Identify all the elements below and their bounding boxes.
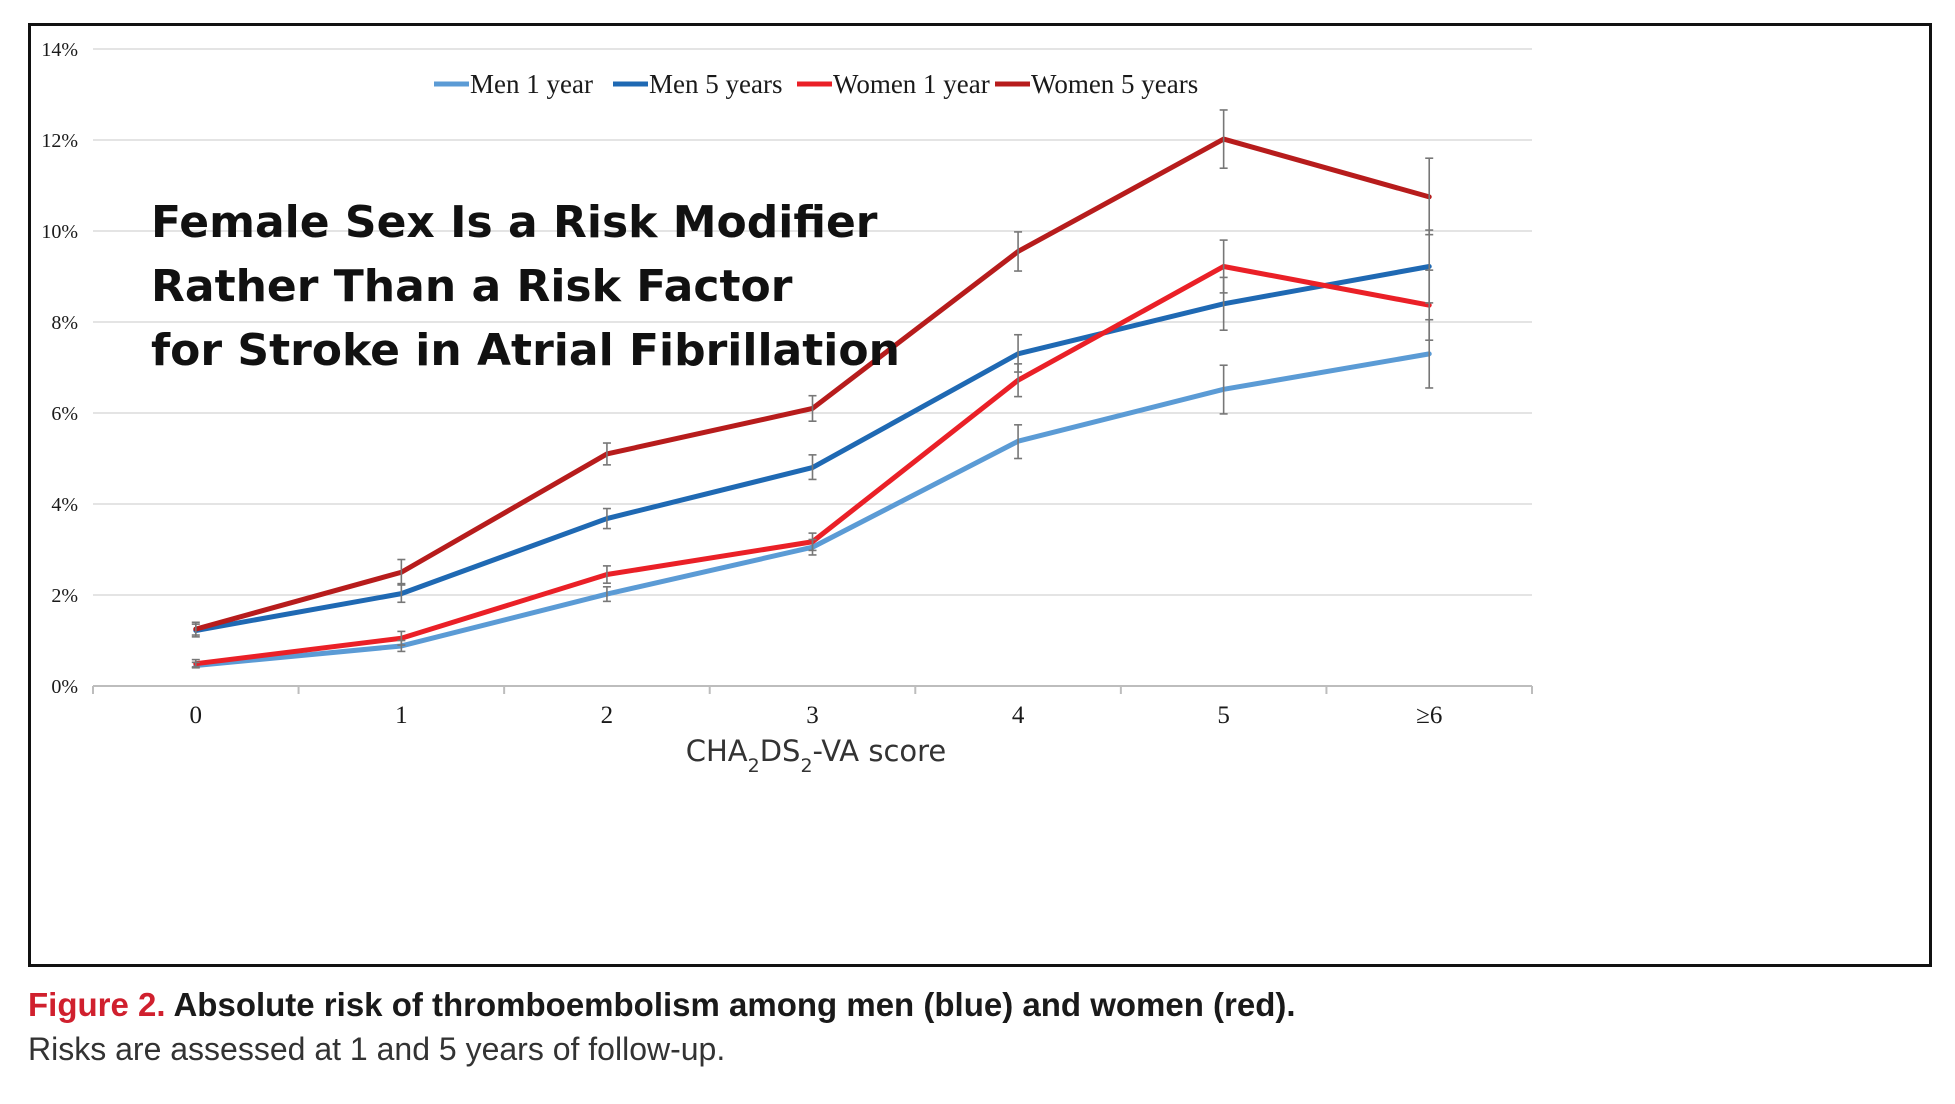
error-bar xyxy=(1219,364,1228,415)
error-bar xyxy=(397,630,406,646)
error-bar xyxy=(191,621,200,636)
error-bar xyxy=(397,584,406,604)
error-bar xyxy=(602,586,611,603)
overlay-title: Female Sex Is a Risk Modifier Rather Tha… xyxy=(151,191,951,383)
x-tick-label: 2 xyxy=(601,702,614,729)
legend-item-0: Men 1 year xyxy=(434,69,593,99)
chart-frame: 0% 2% 4% 6% 8% 10% 12% 14% 0 1 2 3 4 5 ≥6 Men 1 year Me… xyxy=(28,23,1932,967)
error-bar xyxy=(602,442,611,466)
error-bar xyxy=(808,394,817,422)
x-tick-label: ≥6 xyxy=(1416,702,1442,729)
error-bar xyxy=(1014,363,1023,398)
error-bar xyxy=(1219,239,1228,294)
error-bar xyxy=(1425,269,1434,342)
overlay-title-line-1: Female Sex Is a Risk Modifier xyxy=(151,197,878,248)
legend-item-1: Men 5 years xyxy=(613,69,782,99)
y-tick-label: 14% xyxy=(41,39,78,61)
overlay-title-line-3: for Stroke in Atrial Fibrillation xyxy=(151,325,900,376)
figure-label: Figure 2. xyxy=(28,986,166,1023)
error-bar xyxy=(1014,231,1023,272)
y-tick-label: 10% xyxy=(41,221,78,243)
line-chart: 0%2%4%6%8%10%12%14%0 1 2 3 4 5 ≥6 Men 1 year Me… xyxy=(41,39,1533,777)
error-bars xyxy=(191,109,1434,669)
error-bar xyxy=(602,507,611,530)
caption-text: Risks are assessed at 1 and 5 years of f… xyxy=(28,1031,726,1067)
x-tick-label: 3 xyxy=(806,702,819,729)
axes: 0% 2% 4% 6% 8% 10% 12% 14% 0 1 2 3 4 5 ≥6 xyxy=(41,39,1533,729)
y-tick-label: 6% xyxy=(51,403,78,425)
x-tick-label: 5 xyxy=(1217,702,1230,729)
legend-label: Men 5 years xyxy=(649,69,782,99)
x-tick-label: 4 xyxy=(1012,702,1025,729)
error-bar xyxy=(1014,424,1023,460)
error-bar xyxy=(1219,109,1228,170)
error-bar xyxy=(602,565,611,584)
y-tick-label: 2% xyxy=(51,585,78,607)
legend-item-2: Women 1 year xyxy=(797,69,990,99)
error-bar xyxy=(808,454,817,481)
overlay-title-line-2: Rather Than a Risk Factor xyxy=(151,261,793,312)
y-tick-label: 4% xyxy=(51,494,78,516)
error-bar xyxy=(397,558,406,585)
legend-label: Women 5 years xyxy=(1031,69,1198,99)
y-tick-label: 12% xyxy=(41,130,78,152)
error-bar xyxy=(1425,157,1434,236)
y-tick-label: 8% xyxy=(51,312,78,334)
x-tick-label: 1 xyxy=(395,702,408,729)
legend: Men 1 year Men 5 years Women 1 year Women 5… xyxy=(434,69,1198,99)
legend-item-3: Women 5 years xyxy=(995,69,1198,99)
x-axis-label: CHA2DS2-VA score xyxy=(686,734,947,777)
error-bar xyxy=(808,532,817,552)
error-bar xyxy=(191,658,200,668)
caption-heading: Figure 2. Absolute risk of thromboemboli… xyxy=(28,983,1908,1027)
caption-bold-text: Absolute risk of thromboembolism among m… xyxy=(165,986,1296,1023)
y-tick-label: 0% xyxy=(51,676,78,698)
legend-label: Women 1 year xyxy=(833,69,990,99)
x-tick-label: 0 xyxy=(190,702,203,729)
legend-label: Men 1 year xyxy=(470,69,593,99)
figure-caption: Figure 2. Absolute risk of thromboemboli… xyxy=(28,983,1908,1071)
